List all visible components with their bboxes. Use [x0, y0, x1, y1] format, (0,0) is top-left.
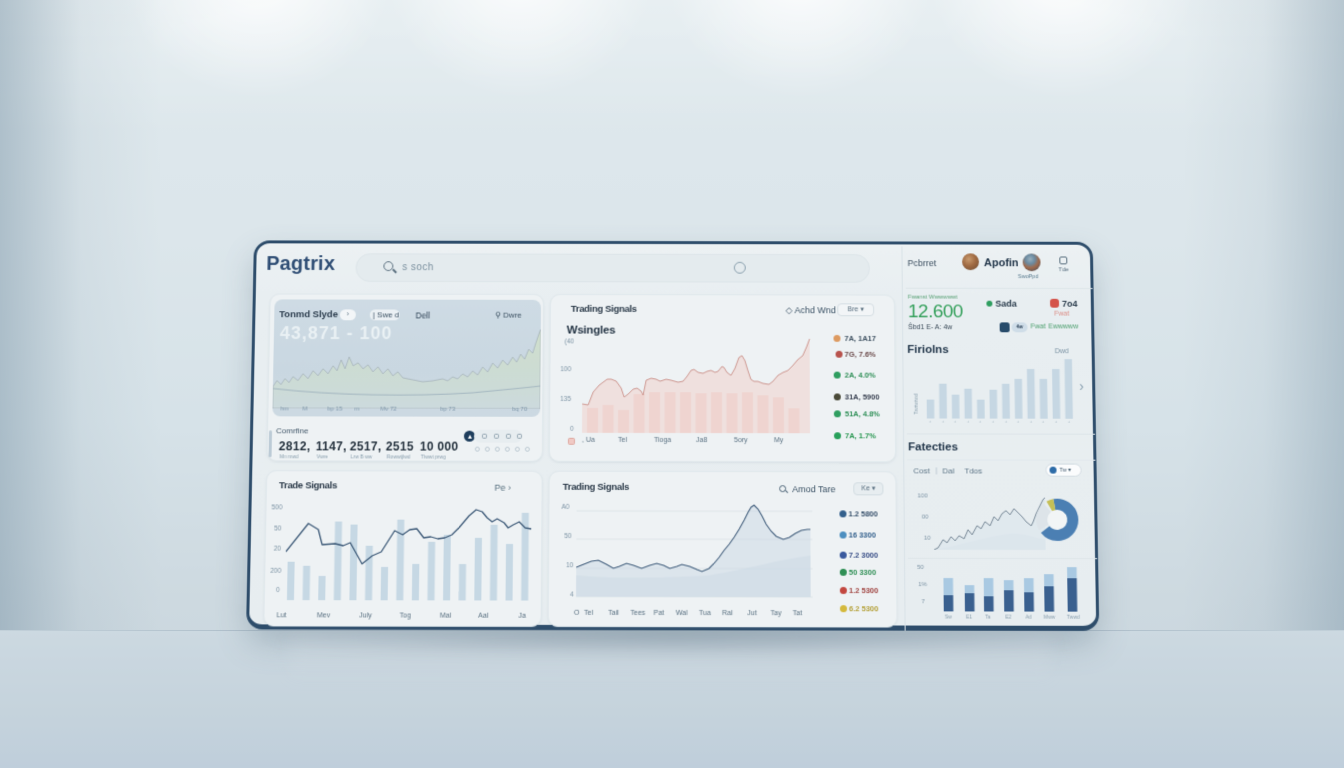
svg-text:+: + [929, 418, 932, 422]
svg-text:+: + [1042, 419, 1045, 423]
svg-text:+: + [1055, 419, 1058, 423]
svg-text:+: + [954, 419, 957, 423]
svg-text:+: + [1068, 419, 1071, 423]
svg-text:+: + [1017, 419, 1020, 423]
svg-text:+: + [1005, 419, 1008, 423]
svg-text:+: + [1030, 419, 1033, 423]
svg-text:+: + [979, 419, 982, 423]
svg-text:+: + [942, 418, 945, 422]
svg-text:+: + [992, 419, 995, 423]
svg-text:+: + [967, 419, 970, 423]
